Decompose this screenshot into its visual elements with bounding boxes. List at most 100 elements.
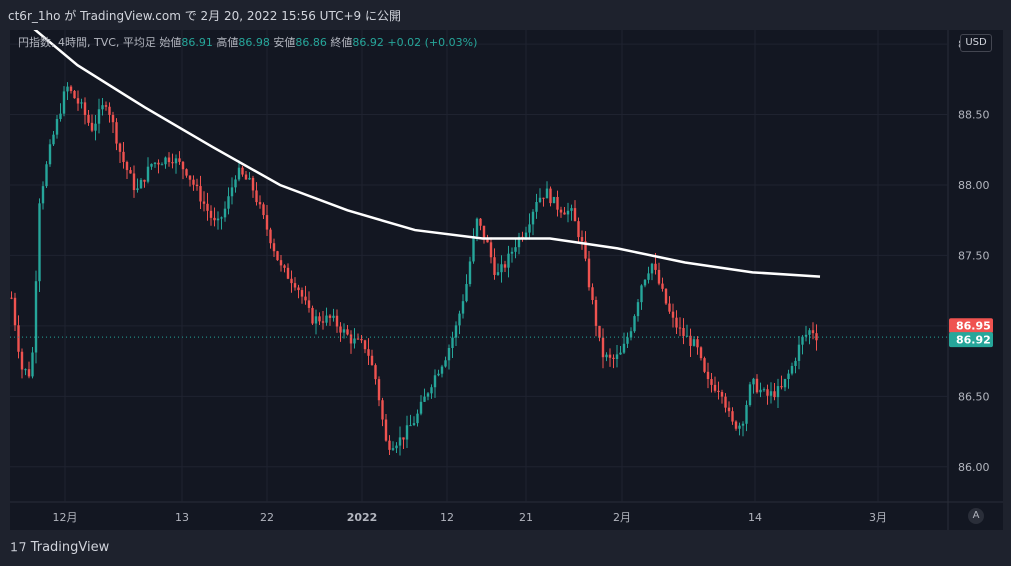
price-label-badge — [949, 332, 993, 348]
candle-body — [384, 419, 388, 441]
candle-body — [188, 175, 192, 180]
candle-body — [290, 278, 293, 284]
candle-body — [566, 210, 570, 215]
footer-brand[interactable]: TradingView — [30, 540, 110, 555]
candle-body — [731, 411, 734, 422]
chart-area[interactable]: 89.0088.5088.0087.5087.0086.5086.0012月13… — [10, 30, 1003, 530]
candle-body — [244, 174, 248, 180]
candle-body — [377, 379, 381, 401]
x-tick-label: 3月 — [869, 511, 887, 524]
candle-body — [237, 167, 241, 180]
candle-body — [97, 109, 101, 124]
candle-body — [577, 221, 580, 238]
publish-header: ct6r_1ho が TradingView.com で 2月 20, 2022… — [8, 9, 401, 23]
candle-body — [783, 379, 787, 388]
candle-body — [773, 391, 776, 398]
candle-body — [437, 373, 440, 376]
y-tick-label: 88.50 — [958, 109, 990, 122]
candle-body — [668, 303, 671, 312]
high-label: 高値 — [216, 36, 239, 49]
candle-body — [584, 241, 587, 259]
candle-body — [640, 285, 643, 303]
candle-body — [325, 315, 328, 323]
candle-body — [227, 196, 230, 209]
candle-body — [489, 242, 493, 258]
candle-body — [692, 339, 696, 346]
candle-body — [412, 423, 416, 426]
candle-body — [388, 440, 391, 450]
candle-body — [342, 329, 346, 333]
candle-body — [265, 215, 269, 230]
high-value: 86.98 — [238, 36, 270, 49]
candle-body — [125, 161, 129, 171]
candle-body — [31, 352, 34, 377]
auto-scale-button[interactable]: A — [968, 508, 984, 524]
candle-body — [195, 184, 199, 187]
candle-body — [164, 157, 167, 165]
candle-body — [251, 177, 255, 191]
candle-body — [573, 208, 577, 222]
candle-body — [591, 287, 594, 300]
candle-body — [41, 186, 45, 204]
candle-body — [24, 369, 27, 371]
candle-body — [671, 311, 675, 318]
candle-body — [801, 336, 804, 345]
candle-body — [605, 354, 608, 358]
price-axis — [948, 30, 1003, 530]
candle-body — [745, 404, 748, 424]
ohlc-legend: 円指数, 4時間, TVC, 平均足 始値86.91 高値86.98 安値86.… — [18, 34, 477, 50]
candle-body — [696, 339, 699, 348]
candle-body — [447, 348, 451, 361]
candle-body — [458, 313, 461, 326]
candle-body — [703, 358, 706, 372]
candle-body — [335, 315, 339, 327]
candle-body — [241, 167, 244, 175]
tradingview-logo-icon[interactable]: 𝟷𝟽 — [10, 540, 27, 555]
price-chart[interactable]: 89.0088.5088.0087.5087.0086.5086.0012月13… — [10, 30, 1003, 530]
symbol-label: 円指数, 4時間, TVC, 平均足 — [18, 36, 156, 49]
candle-body — [622, 343, 626, 353]
candle-body — [405, 425, 409, 440]
candle-body — [255, 190, 258, 203]
candle-body — [300, 290, 304, 297]
candle-body — [395, 445, 398, 449]
candle-body — [706, 371, 710, 380]
candle-body — [766, 389, 769, 396]
candle-body — [132, 173, 136, 191]
candle-body — [297, 287, 300, 291]
candle-body — [451, 337, 454, 349]
candle-body — [657, 269, 661, 284]
candle-body — [556, 196, 559, 210]
candle-body — [248, 177, 251, 180]
candle-body — [762, 389, 766, 391]
candle-body — [419, 401, 423, 414]
candle-body — [220, 217, 223, 219]
candle-body — [111, 114, 115, 123]
candle-body — [59, 113, 62, 119]
candle-body — [321, 321, 325, 323]
candle-body — [73, 90, 76, 99]
low-label: 安値 — [273, 36, 296, 49]
candle-body — [587, 258, 591, 288]
y-tick-label: 86.00 — [958, 461, 990, 474]
candle-body — [367, 349, 370, 356]
candle-body — [661, 283, 664, 289]
candle-body — [360, 338, 363, 341]
open-label: 始値 — [159, 36, 182, 49]
close-value: 86.92 — [352, 36, 384, 49]
candle-body — [752, 378, 755, 385]
candle-body — [157, 162, 160, 165]
candle-body — [717, 390, 720, 393]
x-tick-label: 2022 — [347, 511, 378, 524]
candle-body — [815, 333, 818, 341]
candle-body — [514, 247, 517, 252]
candle-body — [699, 347, 703, 359]
candle-body — [181, 161, 185, 170]
candle-body — [776, 386, 780, 398]
candle-body — [727, 407, 731, 412]
candle-body — [482, 225, 486, 239]
candle-body — [734, 421, 738, 429]
candle-body — [804, 334, 808, 337]
candle-body — [615, 354, 619, 360]
currency-button[interactable]: USD — [960, 34, 992, 52]
